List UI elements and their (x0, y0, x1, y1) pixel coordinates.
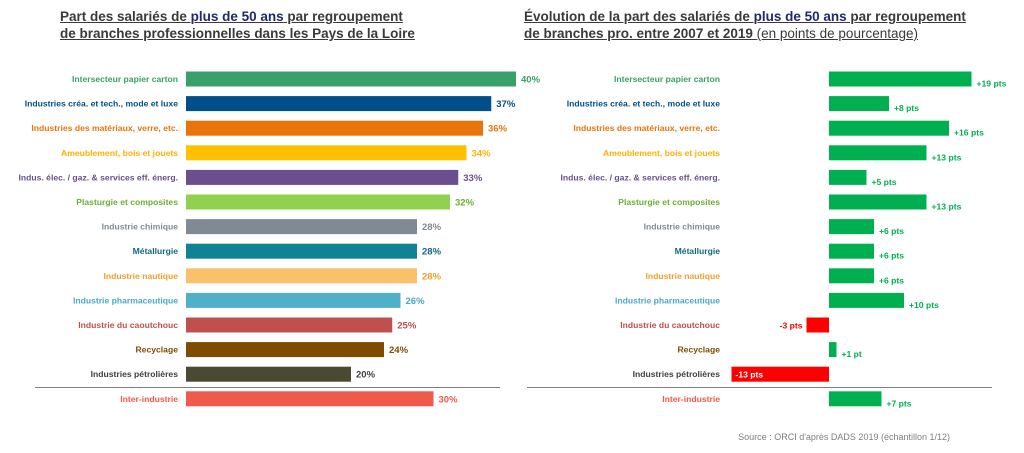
left-category-label-inter-industrie: Inter-industrie (120, 394, 178, 404)
right-bar-inter-industrie (829, 391, 882, 407)
left-bar-industries-des-materiaux-verre-etc (186, 120, 483, 136)
right-value-label-ameublement-bois-et-jouets: +13 pts (932, 152, 962, 162)
right-title-highlight: plus de 50 ans (753, 9, 847, 24)
right-bar-industrie-pharmaceutique (829, 292, 904, 308)
right-bar-recyclage (829, 342, 837, 358)
right-value-label-industrie-pharmaceutique: +10 pts (909, 300, 939, 310)
left-category-label-industries-petrolieres: Industries pétrolières (91, 369, 179, 379)
left-category-label-industrie-nautique: Industrie nautique (104, 271, 179, 281)
left-chart-title: Part des salariés de plus de 50 ans par … (60, 8, 415, 42)
right-title-part2: par regroupement (846, 9, 966, 24)
right-bar-indus-elec-gaz-services-eff-energ (829, 169, 867, 185)
left-value-label-inter-industrie: 30% (439, 394, 459, 405)
right-bar-plasturgie-et-composites (829, 194, 927, 210)
right-value-label-industries-petrolieres: -13 pts (736, 370, 764, 380)
right-bar-industrie-du-caoutchouc (806, 317, 829, 333)
right-value-label-intersecteur-papier-carton: +19 pts (977, 79, 1007, 89)
left-category-label-industries-crea-et-tech-mode-et-luxe: Industries créa. et tech., mode et luxe (25, 99, 179, 109)
left-category-label-metallurgie: Métallurgie (133, 246, 179, 256)
right-category-label-industrie-du-caoutchouc: Industrie du caoutchouc (620, 320, 720, 330)
left-value-label-industrie-nautique: 28% (422, 271, 442, 282)
right-value-label-metallurgie: +6 pts (879, 251, 904, 261)
left-bar-ameublement-bois-et-jouets (186, 145, 467, 161)
right-value-label-inter-industrie: +7 pts (887, 398, 912, 408)
right-value-label-industries-des-materiaux-verre-etc: +16 pts (954, 128, 984, 138)
left-category-label-recyclage: Recyclage (135, 345, 178, 355)
left-value-label-industrie-pharmaceutique: 26% (406, 296, 426, 307)
right-bar-intersecteur-papier-carton (829, 71, 972, 87)
right-title-paren: (en points de pourcentage) (756, 26, 918, 41)
left-bar-plasturgie-et-composites (186, 194, 450, 210)
left-title-part1: Part des salariés de (60, 9, 191, 24)
left-bar-industries-petrolieres (186, 366, 351, 382)
left-value-label-industrie-chimique: 28% (422, 222, 442, 233)
left-value-label-metallurgie: 28% (422, 247, 442, 258)
right-value-label-industries-crea-et-tech-mode-et-luxe: +8 pts (894, 103, 919, 113)
right-title-part1: Évolution de la part des salariés de (524, 9, 754, 24)
right-bar-industries-des-materiaux-verre-etc (829, 120, 949, 136)
right-bar-metallurgie (829, 243, 874, 259)
right-value-label-indus-elec-gaz-services-eff-energ: +5 pts (872, 177, 897, 187)
left-value-label-industries-des-materiaux-verre-etc: 36% (488, 124, 508, 135)
left-category-label-industrie-chimique: Industrie chimique (102, 222, 179, 232)
left-bar-recyclage (186, 342, 384, 358)
right-category-label-industries-crea-et-tech-mode-et-luxe: Industries créa. et tech., mode et luxe (567, 99, 721, 109)
right-category-label-ameublement-bois-et-jouets: Ameublement, bois et jouets (603, 148, 720, 158)
left-category-label-indus-elec-gaz-services-eff-energ: Indus. élec. / gaz. & services eff. éner… (18, 172, 178, 182)
right-category-label-industries-des-materiaux-verre-etc: Industries des matériaux, verre, etc. (573, 123, 720, 133)
right-bar-industrie-chimique (829, 219, 874, 235)
left-value-label-industries-crea-et-tech-mode-et-luxe: 37% (496, 99, 516, 110)
right-title-line2: de branches pro. entre 2007 et 2019 (524, 26, 757, 41)
right-category-label-metallurgie: Métallurgie (675, 246, 721, 256)
right-bar-ameublement-bois-et-jouets (829, 145, 927, 161)
right-chart-title: Évolution de la part des salariés de plu… (524, 8, 966, 42)
right-category-label-indus-elec-gaz-services-eff-energ: Indus. élec. / gaz. & services eff. éner… (560, 172, 720, 182)
left-category-label-industrie-pharmaceutique: Industrie pharmaceutique (73, 295, 178, 305)
right-value-label-industrie-nautique: +6 pts (879, 275, 904, 285)
right-value-label-recyclage: +1 pt (842, 349, 862, 359)
left-title-highlight: plus de 50 ans (190, 9, 284, 24)
right-category-label-industrie-chimique: Industrie chimique (644, 222, 721, 232)
left-category-label-intersecteur-papier-carton: Intersecteur papier carton (72, 74, 178, 84)
right-category-label-inter-industrie: Inter-industrie (662, 394, 720, 404)
left-value-label-ameublement-bois-et-jouets: 34% (472, 148, 492, 159)
left-category-label-plasturgie-et-composites: Plasturgie et composites (76, 197, 178, 207)
right-category-label-industrie-pharmaceutique: Industrie pharmaceutique (615, 295, 720, 305)
right-bar-industrie-nautique (829, 268, 874, 284)
right-category-label-industrie-nautique: Industrie nautique (646, 271, 721, 281)
left-bar-industrie-nautique (186, 268, 417, 284)
left-bar-metallurgie (186, 243, 417, 259)
left-value-label-industrie-du-caoutchouc: 25% (397, 321, 417, 332)
left-bar-industries-crea-et-tech-mode-et-luxe (186, 96, 492, 112)
left-value-label-intersecteur-papier-carton: 40% (521, 75, 541, 86)
left-title-part2: par regroupement (283, 9, 403, 24)
right-category-label-industries-petrolieres: Industries pétrolières (633, 369, 721, 379)
left-value-label-indus-elec-gaz-services-eff-energ: 33% (463, 173, 483, 184)
left-category-label-ameublement-bois-et-jouets: Ameublement, bois et jouets (61, 148, 178, 158)
left-value-label-plasturgie-et-composites: 32% (455, 198, 475, 209)
left-bar-industrie-pharmaceutique (186, 292, 401, 308)
left-category-label-industrie-du-caoutchouc: Industrie du caoutchouc (78, 320, 178, 330)
left-bar-intersecteur-papier-carton (186, 71, 516, 87)
right-bar-industries-crea-et-tech-mode-et-luxe (829, 96, 889, 112)
source-note: Source : ORCI d'après DADS 2019 (échanti… (738, 432, 950, 442)
right-value-label-industrie-du-caoutchouc: -3 pts (780, 321, 803, 331)
left-bar-industrie-chimique (186, 219, 417, 235)
left-title-line2: de branches professionnelles dans les Pa… (60, 26, 415, 41)
right-category-label-plasturgie-et-composites: Plasturgie et composites (618, 197, 720, 207)
left-value-label-recyclage: 24% (389, 345, 409, 356)
right-category-label-recyclage: Recyclage (677, 345, 720, 355)
left-value-label-industries-petrolieres: 20% (356, 370, 376, 381)
left-category-label-industries-des-materiaux-verre-etc: Industries des matériaux, verre, etc. (31, 123, 178, 133)
right-value-label-industrie-chimique: +6 pts (879, 226, 904, 236)
right-category-label-intersecteur-papier-carton: Intersecteur papier carton (614, 74, 720, 84)
right-value-label-plasturgie-et-composites: +13 pts (932, 202, 962, 212)
left-bar-indus-elec-gaz-services-eff-energ (186, 169, 459, 185)
left-bar-industrie-du-caoutchouc (186, 317, 393, 333)
right-bar-industries-petrolieres (731, 366, 829, 382)
left-bar-inter-industrie (186, 391, 434, 407)
